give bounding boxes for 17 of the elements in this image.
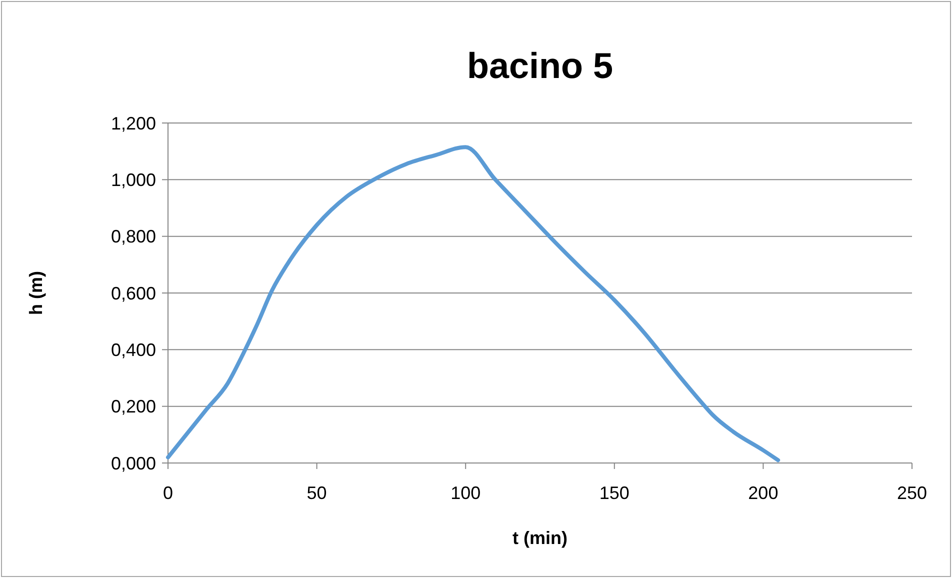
y-tick-label: 0,600	[110, 283, 156, 304]
x-tick-label: 100	[450, 483, 481, 503]
y-tick-label: 0,000	[110, 453, 156, 474]
x-axis-title: t (min)	[512, 528, 568, 548]
y-tick-label: 0,400	[110, 340, 156, 360]
x-tick-label: 0	[162, 483, 174, 503]
x-tick-label: 150	[599, 483, 630, 503]
x-tick-label: 250	[896, 483, 928, 503]
chart-title: bacino 5	[466, 45, 614, 86]
y-tick-label: 1,000	[110, 170, 156, 190]
y-tick-label: 0,200	[110, 396, 156, 417]
line-series	[166, 145, 780, 462]
y-tick-label: 0,800	[110, 226, 156, 247]
y-tick-label: 1,200	[110, 113, 156, 134]
x-tick-label: 200	[748, 483, 778, 503]
x-tick-label: 50	[306, 483, 327, 503]
y-axis-title: h (m)	[26, 271, 46, 315]
